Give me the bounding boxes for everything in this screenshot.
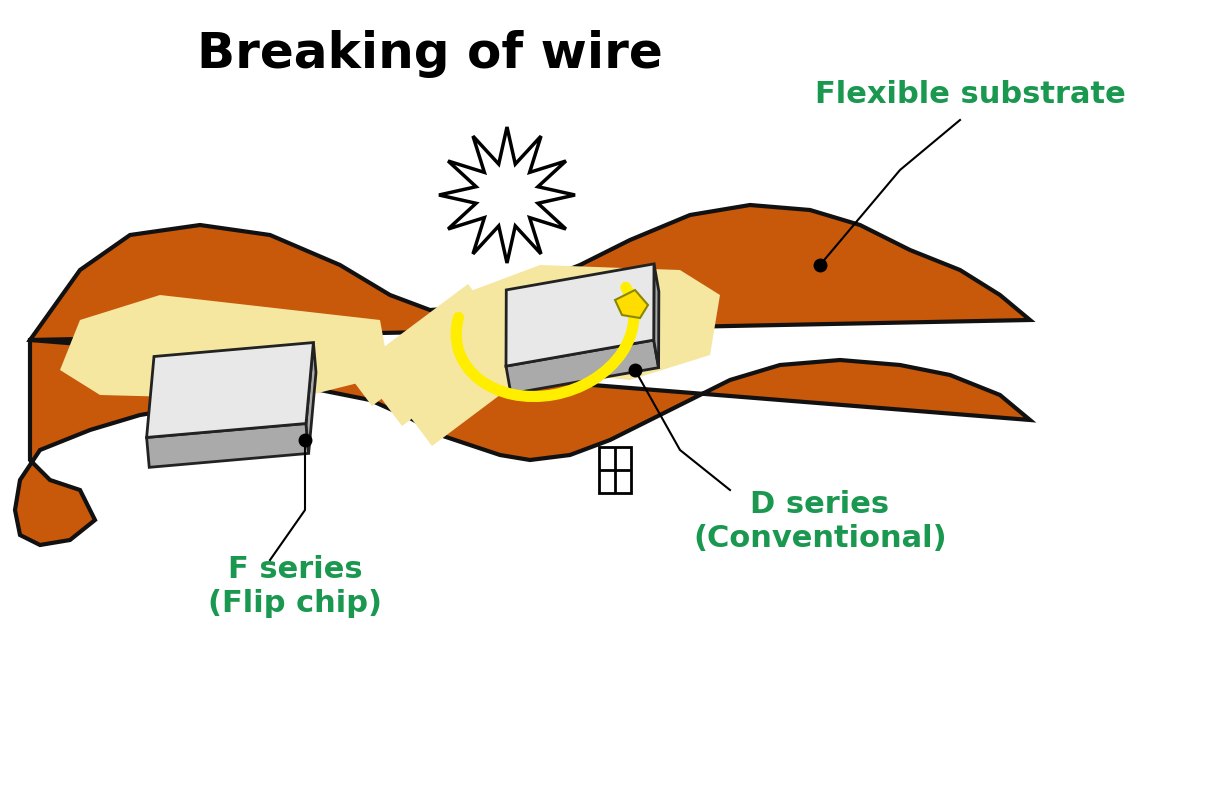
Polygon shape <box>506 264 654 366</box>
Polygon shape <box>439 127 575 263</box>
Polygon shape <box>506 340 658 394</box>
Polygon shape <box>348 284 492 406</box>
Polygon shape <box>14 205 1030 545</box>
Text: Flexible substrate: Flexible substrate <box>814 80 1126 109</box>
Polygon shape <box>146 424 308 468</box>
Polygon shape <box>306 343 316 454</box>
Text: D series
(Conventional): D series (Conventional) <box>693 490 947 553</box>
Polygon shape <box>615 290 647 318</box>
Polygon shape <box>408 324 552 446</box>
Polygon shape <box>440 265 720 380</box>
Polygon shape <box>60 295 390 400</box>
Text: F series
(Flip chip): F series (Flip chip) <box>208 555 382 618</box>
Polygon shape <box>146 343 313 438</box>
Polygon shape <box>654 264 658 368</box>
Polygon shape <box>378 304 522 426</box>
Text: Breaking of wire: Breaking of wire <box>197 30 663 78</box>
